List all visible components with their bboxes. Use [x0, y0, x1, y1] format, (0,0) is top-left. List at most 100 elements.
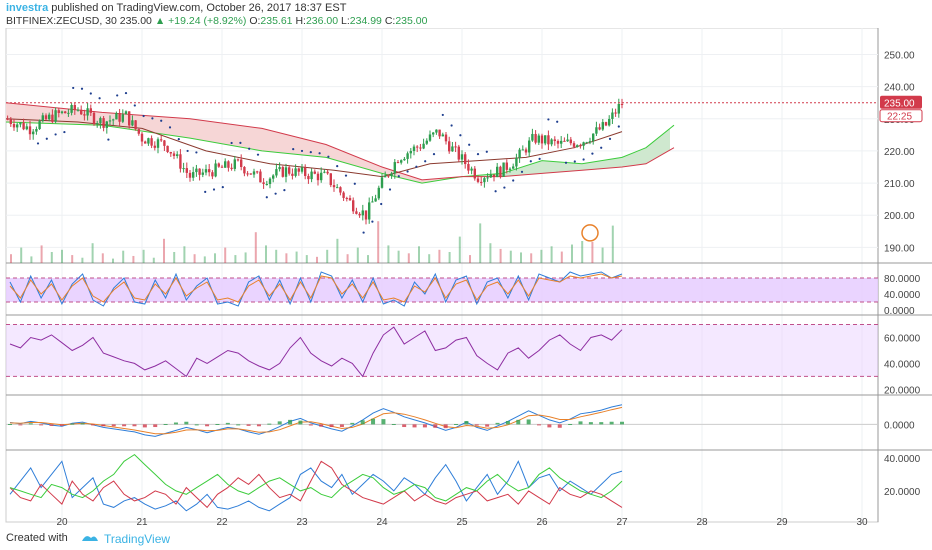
parabolic-sar-dot — [380, 202, 383, 206]
candle-body — [556, 141, 560, 144]
parabolic-sar-dot — [564, 161, 568, 164]
candle-body — [28, 126, 32, 135]
ichimoku-cloud-segment — [370, 162, 374, 172]
volume-bar — [173, 252, 176, 263]
candle-body — [16, 124, 19, 128]
candle-body — [604, 122, 608, 126]
ichimoku-cloud-segment — [186, 118, 190, 139]
candle-body — [83, 114, 86, 116]
ichimoku-cloud-segment — [666, 128, 670, 153]
ichimoku-cloud-segment — [266, 129, 270, 152]
parabolic-sar-dot — [177, 138, 180, 141]
low-value: 234.99 — [349, 15, 382, 27]
candle-body — [499, 166, 502, 177]
ichimoku-cloud-segment — [526, 164, 530, 175]
high-value: 236.00 — [305, 15, 339, 27]
tradingview-brand[interactable]: TradingView — [104, 532, 171, 546]
volume-bar — [336, 238, 339, 263]
macd-histogram-bar — [495, 422, 500, 425]
candle-body — [508, 168, 512, 170]
candle-body — [64, 111, 67, 114]
candle-body — [403, 158, 406, 161]
candle-body — [537, 135, 540, 143]
volume-bar — [397, 250, 400, 263]
candle-body — [102, 118, 105, 128]
volume-bar — [428, 254, 431, 263]
candle-body — [505, 162, 508, 170]
chart-canvas[interactable]: 190.00200.00210.00220.00230.00240.00250.… — [0, 28, 932, 528]
candle-body — [569, 139, 572, 144]
candle-body — [236, 159, 240, 161]
candle-body — [377, 187, 380, 199]
rsi-tick-label: 20.0000 — [884, 385, 921, 396]
ichimoku-cloud-segment — [546, 160, 550, 174]
candle-body — [380, 177, 384, 188]
volume-bar — [224, 247, 227, 263]
ichimoku-cloud-segment — [18, 103, 22, 123]
candle-body — [214, 163, 217, 177]
candle-body — [617, 103, 620, 114]
ichimoku-cloud-segment — [358, 157, 362, 168]
open-value: 235.61 — [260, 15, 293, 27]
parabolic-sar-dot — [204, 190, 207, 193]
parabolic-sar-dot — [212, 188, 216, 191]
candle-body — [259, 171, 262, 183]
parabolic-sar-dot — [371, 220, 374, 223]
volume-bar — [520, 252, 522, 263]
price-tick-label: 220.00 — [884, 147, 915, 158]
ichimoku-cloud-segment — [274, 131, 278, 153]
candle-body — [489, 174, 492, 178]
candle-body — [336, 187, 339, 189]
ichimoku-cloud-segment — [598, 160, 602, 169]
parabolic-sar-dot — [36, 142, 40, 145]
author-link[interactable]: investra — [6, 2, 49, 14]
candle-body — [393, 162, 396, 174]
ichimoku-cloud-segment — [282, 133, 286, 154]
ichimoku-cloud-segment — [286, 134, 290, 154]
ichimoku-cloud-segment — [222, 123, 226, 145]
ichimoku-cloud-segment — [210, 121, 214, 143]
price-tick-label: 250.00 — [884, 51, 915, 62]
candle-body — [121, 114, 124, 122]
close-value: 235.00 — [395, 15, 428, 27]
candle-body — [598, 127, 601, 130]
macd-histogram-bar — [443, 424, 448, 429]
macd-histogram-bar — [225, 422, 230, 425]
candle-body — [576, 145, 579, 147]
candle-body — [409, 151, 412, 154]
ichimoku-cloud-segment — [166, 117, 170, 136]
candle-body — [441, 134, 444, 137]
macd-histogram-bar — [122, 424, 127, 427]
published-text: published on TradingView.com, October 26… — [51, 2, 347, 14]
macd-histogram-bar — [246, 424, 251, 426]
candle-body — [592, 133, 595, 142]
ichimoku-cloud-segment — [198, 119, 202, 141]
ichimoku-cloud-segment — [22, 104, 26, 123]
ichimoku-span-a — [5, 121, 675, 184]
candle-body — [185, 168, 188, 173]
parabolic-sar-dot — [309, 151, 312, 154]
macd-histogram-bar — [28, 423, 33, 425]
candle-body — [524, 149, 528, 153]
parabolic-sar-dot — [388, 188, 392, 191]
candle-body — [198, 168, 201, 175]
parabolic-sar-dot — [485, 150, 488, 153]
candle-body — [531, 133, 534, 141]
rsi_stoch-tick-label: 0.0000 — [884, 306, 915, 317]
parabolic-sar-dot — [63, 130, 66, 134]
ichimoku-cloud-segment — [262, 128, 266, 152]
high-label: H: — [295, 15, 306, 27]
volume-bar — [581, 241, 584, 263]
close-label: C: — [384, 15, 396, 27]
macd-series-0 — [9, 404, 623, 437]
candle-body — [22, 122, 25, 130]
volume-bar — [91, 243, 94, 263]
ichimoku-cloud-segment — [254, 127, 258, 151]
ichimoku-cloud-segment — [522, 165, 526, 176]
last-price-badge — [880, 95, 922, 109]
candle-body — [217, 163, 220, 167]
ichimoku-cloud-segment — [302, 138, 306, 156]
candle-body — [310, 171, 313, 180]
macd-histogram-bar — [267, 423, 272, 425]
candle-body — [211, 172, 214, 177]
